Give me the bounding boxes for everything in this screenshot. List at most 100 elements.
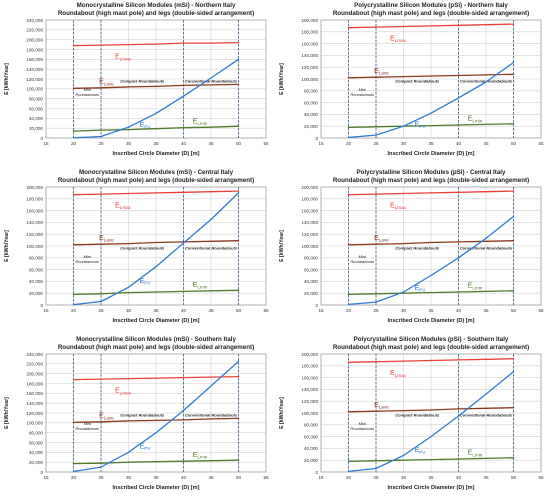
chart-svg: Monocrystalline Silicon Modules (mSi) - … [4,2,269,157]
x-tick-label: 35 [428,308,434,313]
y-tick-label: 160,000 [301,208,318,213]
x-tick-label: 50 [511,308,517,313]
y-axis-title: E [kWh/Year] [279,63,285,95]
data-point-lmin [182,126,185,129]
data-point-lmin [182,290,185,293]
x-tick-label: 30 [126,308,132,313]
data-point-lmax [127,43,130,46]
data-point-lmax [375,360,377,363]
chart-title: Polycrystalline Silicon Modules (pSi) - … [357,169,506,176]
x-tick-label: 20 [346,141,352,146]
plot-frame [320,186,542,306]
chart-svg: Polycrystalline Silicon Modules (pSi) - … [279,2,544,157]
y-tick-label: 40,000 [304,112,318,117]
series-label-lmin: ELmin [468,283,483,291]
data-point-pv [430,274,432,277]
x-axis-title: Inscribed Circle Diameter (D) [m] [387,151,474,157]
data-point-lave [375,410,377,412]
data-point-lmax [127,377,130,380]
data-point-lave [402,75,405,78]
y-axis-title: E [kWh/Year] [4,63,10,95]
y-tick-label: 120,000 [26,411,43,416]
data-point-lmax [182,191,185,194]
data-point-lmin [72,462,75,465]
data-point-pv [155,431,157,434]
chart-subtitle: Roundabout (high mast pole) and legs (do… [58,344,254,351]
data-point-lmin [402,292,405,294]
y-tick-label: 80,000 [29,430,43,435]
y-tick-label: 180,000 [26,197,43,202]
data-point-pv [182,409,185,412]
chart-subtitle: Roundabout (high mast pole) and legs (do… [333,344,529,351]
data-point-pv [100,300,102,303]
data-point-lmax [457,24,460,27]
data-point-pv [210,218,212,221]
x-tick-label: 25 [373,141,379,146]
x-tick-label: 40 [456,141,462,146]
data-point-pv [485,237,487,240]
data-point-pv [72,304,75,306]
region-label-compact: Compact Roundabouts [120,413,165,418]
data-point-lmax [457,191,460,194]
chart-subtitle: Roundabout (high mast pole) and legs (do… [58,10,254,17]
data-point-lave [127,86,130,88]
data-point-lave [457,241,460,243]
series-label-pv: EPV [415,121,427,129]
y-tick-label: 160,000 [26,391,43,396]
series-label-lmax: ELmax [390,203,407,211]
y-tick-label: 100,000 [26,421,43,426]
data-point-lave [72,244,75,246]
data-point-lmax [512,358,515,360]
data-point-lmin [457,124,460,126]
x-tick-label: 25 [373,475,379,480]
y-axis-title: E [kWh/Year] [279,230,285,262]
data-point-lave [210,84,212,86]
data-point-lmin [237,459,240,461]
data-point-lave [457,74,460,77]
data-point-pv [485,393,487,395]
y-tick-label: 140,000 [26,220,43,225]
data-point-lave [237,417,240,420]
series-label-lmax: ELmax [390,370,407,378]
y-tick-label: 120,000 [301,399,318,404]
data-point-lmax [237,41,240,44]
series-label-lave: ELave [99,235,114,243]
y-tick-label: 240,000 [26,352,43,357]
x-tick-label: 55 [538,475,544,480]
chart-subtitle: Roundabout (high mast pole) and legs (do… [58,177,254,184]
region-label-compact: Compact Roundabouts [395,246,440,251]
series-label-lmax: ELmax [390,36,407,44]
series-label-pv: EPV [415,285,427,293]
x-axis-title: Inscribed Circle Diameter (D) [m] [112,485,199,491]
data-point-lave [72,421,75,424]
y-tick-label: 80,000 [304,423,318,428]
chart-panel-poly-north: Polycrystalline Silicon Modules (pSi) - … [275,0,550,167]
y-tick-label: 80,000 [304,89,318,94]
y-tick-label: 0 [315,470,318,475]
plot-frame [45,186,267,306]
x-tick-label: 35 [428,141,434,146]
data-point-lmin [457,291,460,293]
data-point-lmin [430,124,432,127]
region-label-conventional: Conventional Roundabouts [185,79,238,84]
data-point-lave [182,84,185,87]
data-point-pv [237,192,240,194]
data-point-lmax [155,43,157,45]
x-tick-label: 20 [71,141,77,146]
y-tick-label: 200,000 [301,185,318,190]
data-point-pv [347,303,350,306]
series-label-lave: ELave [99,413,114,421]
data-point-pv [237,360,240,363]
data-point-pv [100,466,102,468]
data-point-lmax [430,359,432,362]
x-tick-label: 45 [483,141,489,146]
x-tick-label: 50 [236,475,242,480]
x-tick-label: 25 [373,308,379,313]
data-point-lave [347,77,350,79]
data-point-lmax [127,192,130,195]
data-point-pv [182,242,185,244]
data-point-lmax [485,191,487,193]
data-point-lmin [237,289,240,291]
y-tick-label: 60,000 [29,267,43,272]
